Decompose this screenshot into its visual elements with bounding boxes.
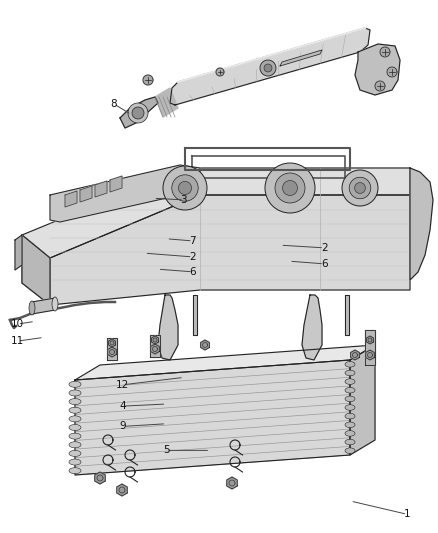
Ellipse shape bbox=[69, 433, 81, 439]
Polygon shape bbox=[170, 28, 370, 105]
Polygon shape bbox=[95, 472, 105, 484]
Ellipse shape bbox=[345, 422, 355, 427]
Text: 9: 9 bbox=[119, 422, 126, 431]
Ellipse shape bbox=[69, 467, 81, 474]
Ellipse shape bbox=[345, 448, 355, 454]
Ellipse shape bbox=[69, 416, 81, 422]
Ellipse shape bbox=[345, 370, 355, 376]
Circle shape bbox=[342, 170, 378, 206]
Polygon shape bbox=[302, 295, 322, 360]
Circle shape bbox=[128, 103, 148, 123]
Polygon shape bbox=[117, 484, 127, 496]
Circle shape bbox=[178, 181, 191, 195]
Text: 2: 2 bbox=[189, 252, 196, 262]
Polygon shape bbox=[375, 81, 385, 91]
Polygon shape bbox=[80, 186, 92, 202]
Polygon shape bbox=[380, 47, 390, 57]
Polygon shape bbox=[108, 347, 117, 357]
Polygon shape bbox=[345, 295, 349, 335]
Ellipse shape bbox=[69, 424, 81, 431]
Ellipse shape bbox=[345, 361, 355, 367]
Polygon shape bbox=[410, 168, 433, 280]
Ellipse shape bbox=[345, 439, 355, 445]
Text: 4: 4 bbox=[119, 401, 126, 411]
Polygon shape bbox=[110, 176, 122, 192]
Circle shape bbox=[172, 175, 198, 201]
Polygon shape bbox=[32, 298, 55, 314]
Circle shape bbox=[275, 173, 305, 203]
Ellipse shape bbox=[69, 390, 81, 396]
Polygon shape bbox=[155, 88, 178, 117]
Polygon shape bbox=[366, 350, 374, 360]
Text: 8: 8 bbox=[110, 99, 117, 109]
Polygon shape bbox=[350, 345, 375, 455]
Polygon shape bbox=[109, 339, 116, 347]
Circle shape bbox=[355, 183, 365, 193]
Polygon shape bbox=[216, 68, 224, 76]
Polygon shape bbox=[15, 235, 22, 270]
Ellipse shape bbox=[69, 459, 81, 465]
Circle shape bbox=[264, 64, 272, 72]
Text: 3: 3 bbox=[180, 195, 187, 205]
Polygon shape bbox=[351, 350, 359, 360]
Polygon shape bbox=[365, 330, 375, 365]
Ellipse shape bbox=[69, 442, 81, 448]
Polygon shape bbox=[50, 195, 410, 305]
Polygon shape bbox=[355, 44, 400, 95]
Text: 7: 7 bbox=[189, 236, 196, 246]
Polygon shape bbox=[22, 235, 50, 305]
Polygon shape bbox=[75, 345, 375, 380]
Text: 6: 6 bbox=[189, 267, 196, 277]
Polygon shape bbox=[193, 295, 197, 335]
Ellipse shape bbox=[69, 450, 81, 456]
Text: 2: 2 bbox=[321, 243, 328, 253]
Polygon shape bbox=[120, 97, 158, 128]
Ellipse shape bbox=[345, 413, 355, 419]
Polygon shape bbox=[201, 340, 209, 350]
Ellipse shape bbox=[69, 407, 81, 413]
Polygon shape bbox=[367, 336, 374, 344]
Text: 11: 11 bbox=[11, 336, 24, 346]
Ellipse shape bbox=[52, 297, 58, 311]
Circle shape bbox=[260, 60, 276, 76]
Circle shape bbox=[163, 166, 207, 210]
Text: 12: 12 bbox=[116, 380, 129, 390]
Polygon shape bbox=[95, 181, 107, 197]
Polygon shape bbox=[143, 75, 153, 85]
Polygon shape bbox=[387, 67, 397, 77]
Circle shape bbox=[265, 163, 315, 213]
Polygon shape bbox=[22, 168, 410, 258]
Polygon shape bbox=[22, 235, 50, 305]
Ellipse shape bbox=[345, 396, 355, 402]
Text: 1: 1 bbox=[404, 510, 411, 519]
Polygon shape bbox=[65, 191, 77, 207]
Circle shape bbox=[132, 107, 144, 119]
Text: 6: 6 bbox=[321, 259, 328, 269]
Ellipse shape bbox=[345, 387, 355, 393]
Polygon shape bbox=[75, 360, 350, 475]
Polygon shape bbox=[50, 165, 200, 222]
Ellipse shape bbox=[345, 431, 355, 436]
Polygon shape bbox=[152, 336, 159, 344]
Polygon shape bbox=[280, 50, 322, 66]
Text: 10: 10 bbox=[11, 319, 24, 329]
Ellipse shape bbox=[69, 381, 81, 387]
Text: 5: 5 bbox=[163, 446, 170, 455]
Ellipse shape bbox=[29, 301, 35, 315]
Ellipse shape bbox=[345, 379, 355, 384]
Polygon shape bbox=[158, 295, 178, 360]
Ellipse shape bbox=[69, 399, 81, 405]
Polygon shape bbox=[151, 344, 159, 354]
Circle shape bbox=[283, 181, 297, 196]
Polygon shape bbox=[107, 338, 117, 360]
Polygon shape bbox=[227, 477, 237, 489]
Polygon shape bbox=[150, 335, 160, 357]
Circle shape bbox=[349, 177, 371, 199]
Ellipse shape bbox=[345, 405, 355, 410]
